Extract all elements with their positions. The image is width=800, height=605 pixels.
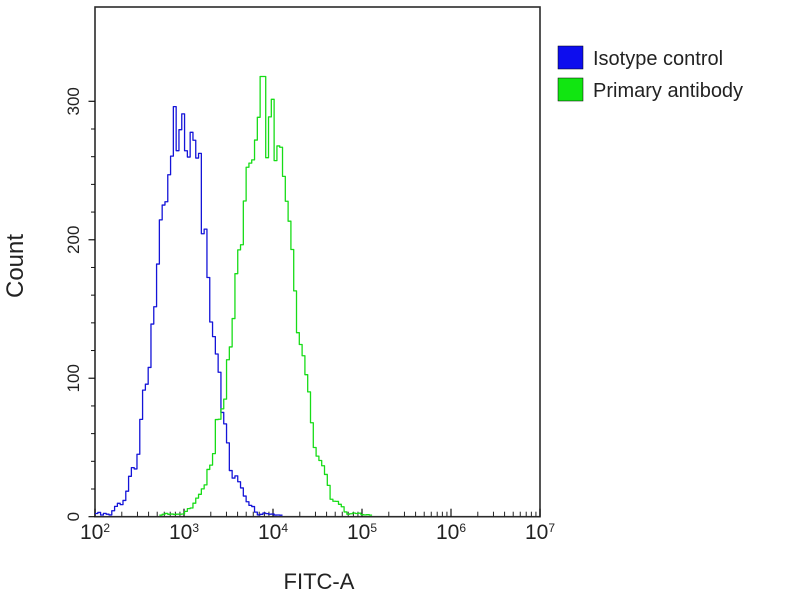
svg-text:200: 200 — [64, 226, 83, 254]
svg-text:300: 300 — [64, 87, 83, 115]
svg-text:Isotype control: Isotype control — [593, 48, 723, 70]
svg-text:FITC-A: FITC-A — [284, 569, 355, 594]
svg-text:100: 100 — [64, 364, 83, 392]
svg-text:Count: Count — [2, 234, 29, 298]
svg-text:0: 0 — [64, 512, 83, 521]
svg-text:Primary antibody: Primary antibody — [593, 80, 743, 102]
